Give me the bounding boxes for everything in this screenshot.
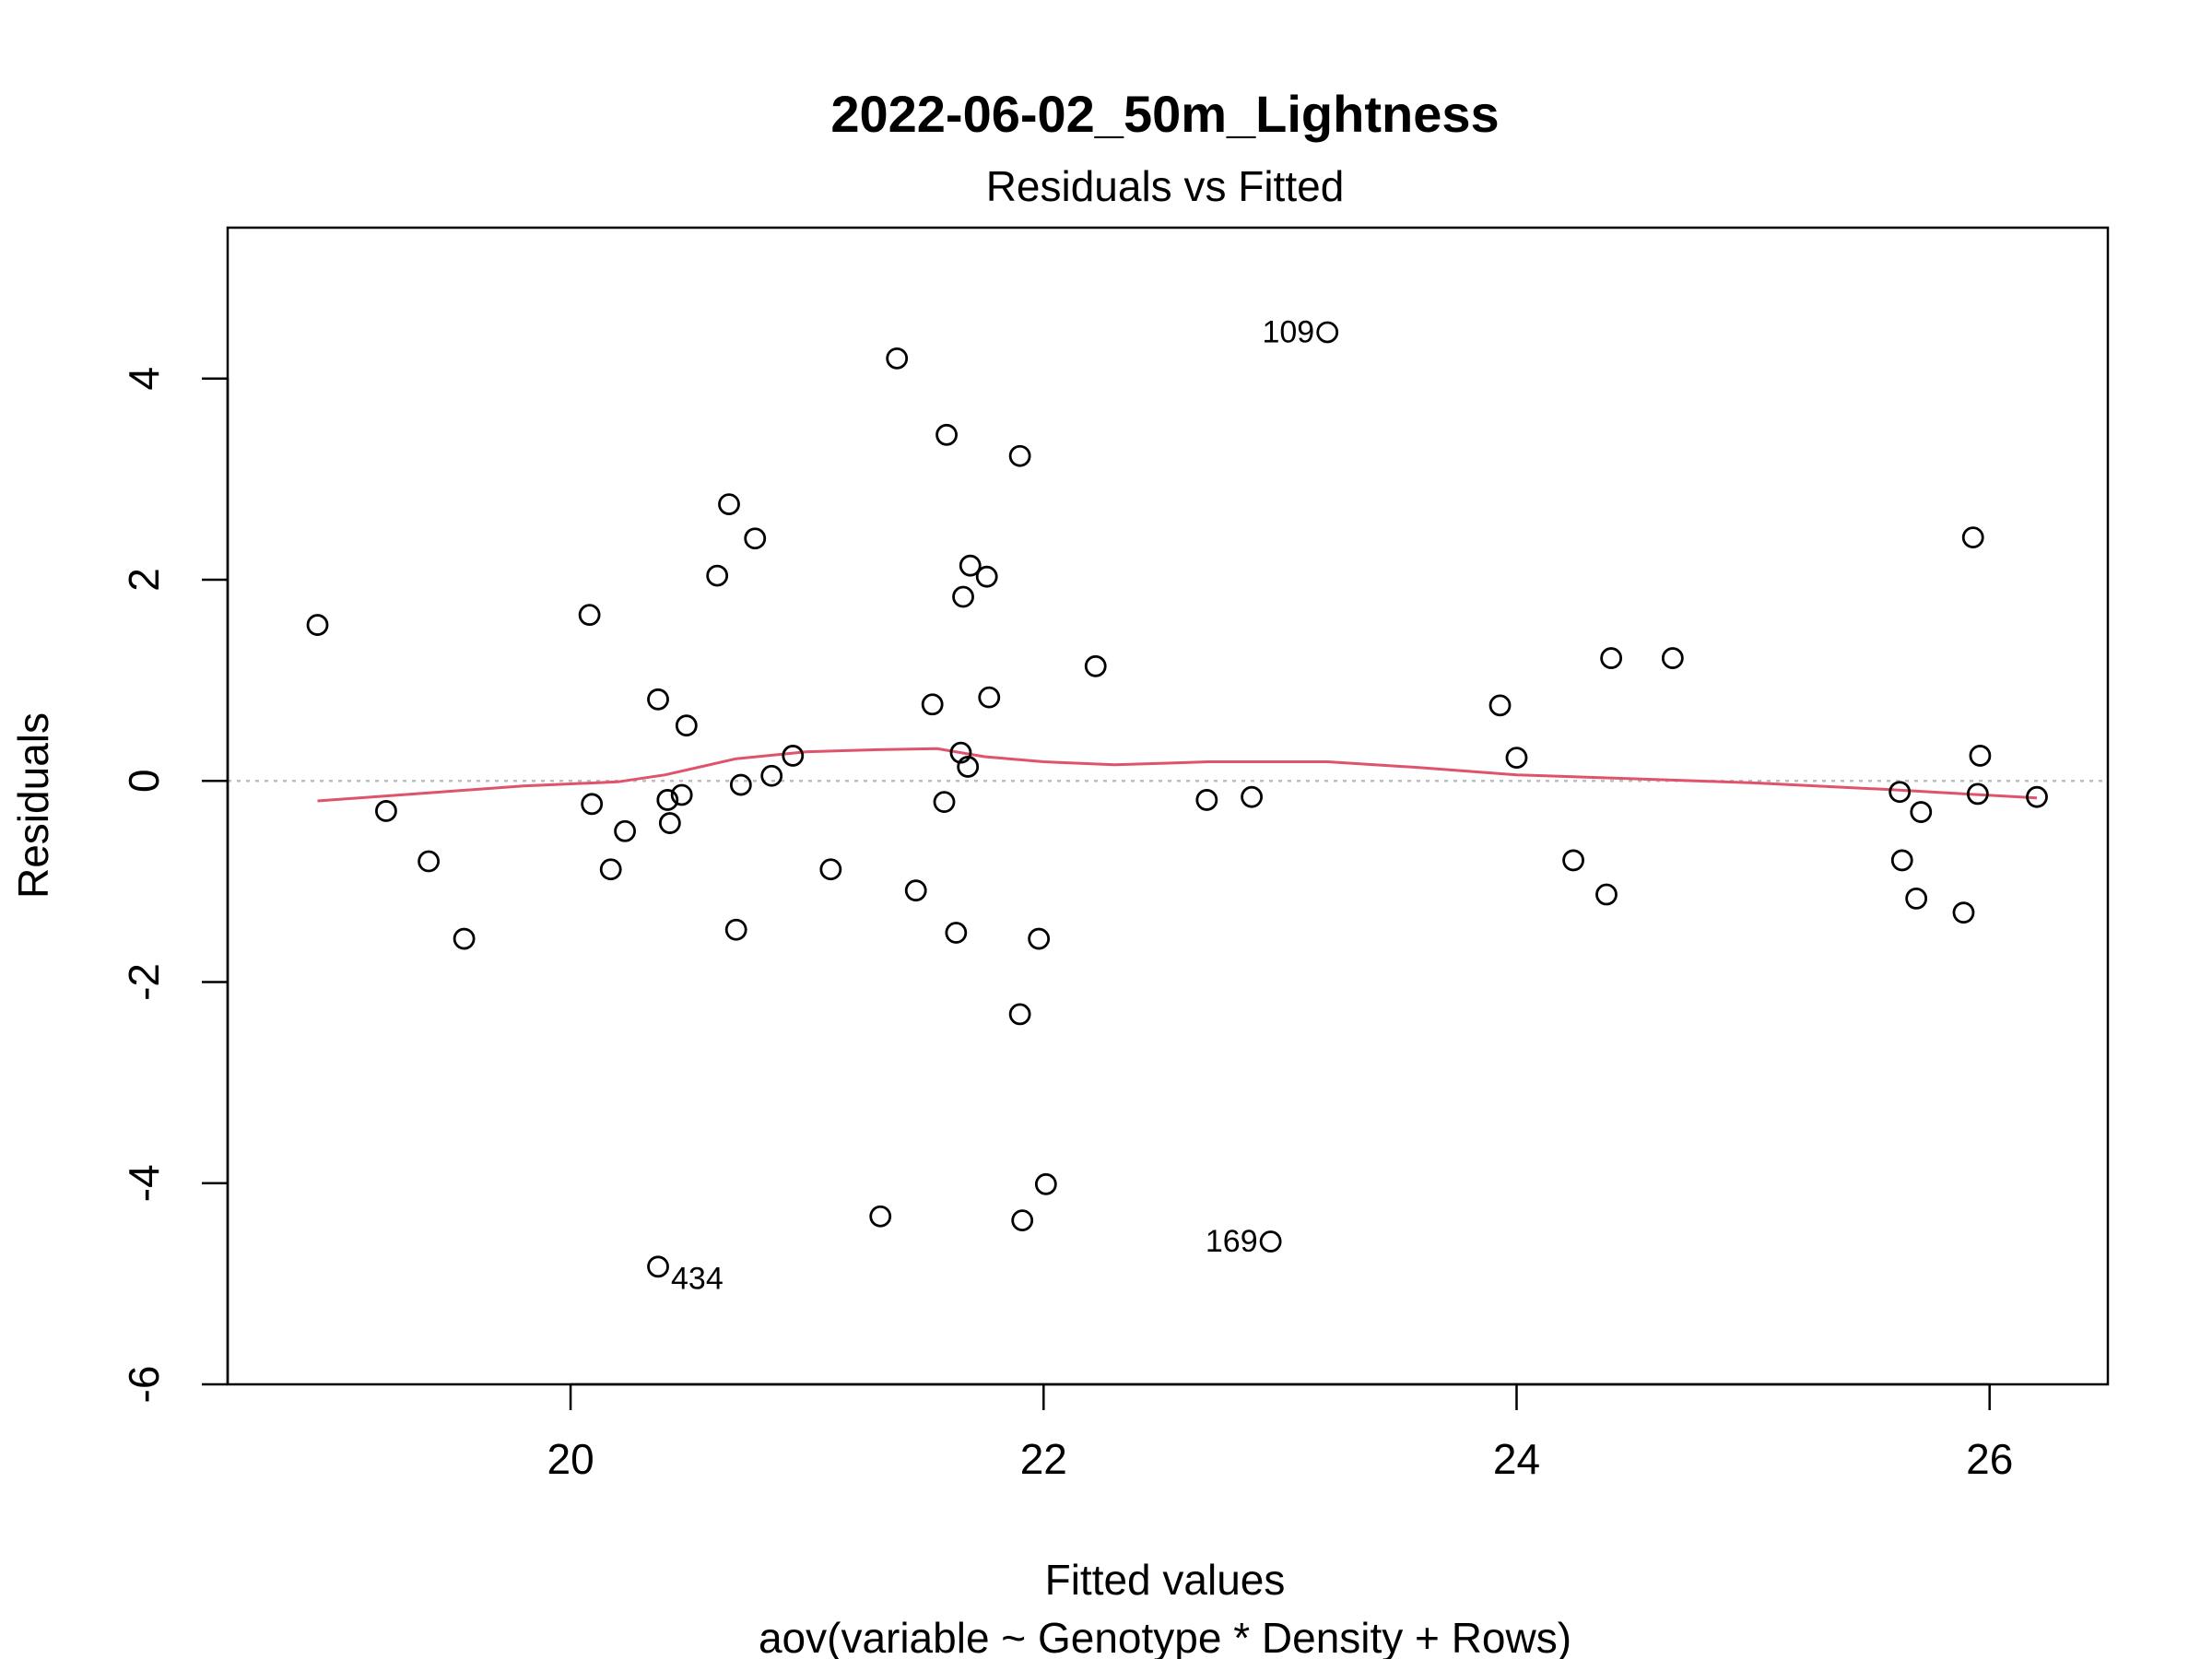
data-point	[945, 922, 968, 944]
data-point	[975, 565, 998, 588]
chart-subtitle: Residuals vs Fitted	[986, 162, 1345, 210]
data-point	[744, 527, 767, 550]
data-point	[869, 1205, 892, 1228]
data-point	[935, 423, 958, 446]
data-point	[599, 858, 622, 881]
data-point	[375, 800, 397, 822]
chart-title: 2022-06-02_50m_Lightness	[830, 85, 1499, 143]
data-point	[921, 693, 944, 716]
data-point	[904, 879, 927, 902]
data-point	[1888, 781, 1912, 804]
data-point	[1562, 849, 1584, 872]
data-point	[782, 745, 805, 767]
data-point	[306, 614, 329, 636]
data-point	[886, 347, 909, 370]
data-point	[656, 789, 679, 811]
data-point	[718, 493, 740, 516]
x-tick-label: 20	[547, 1435, 594, 1483]
y-tick-label: 2	[120, 568, 168, 592]
data-point	[453, 927, 476, 950]
point-label: 109	[1262, 314, 1314, 349]
data-point	[760, 764, 783, 787]
y-axis: -6 -4 -2 0 2 4	[120, 367, 229, 1404]
data-point	[957, 756, 980, 778]
data-point	[1600, 647, 1623, 669]
x-axis: 20 22 24 26	[547, 1382, 2013, 1483]
data-point	[949, 741, 972, 764]
point-label: 169	[1206, 1224, 1258, 1259]
y-tick-label: -4	[120, 1164, 168, 1202]
data-point	[1195, 789, 1218, 811]
data-point	[1011, 1209, 1034, 1232]
data-point	[1316, 321, 1339, 344]
data-point	[1890, 849, 1913, 872]
data-point	[1961, 526, 1984, 549]
data-point	[647, 1255, 669, 1278]
y-tick-label: -2	[120, 963, 168, 1001]
chart-caption: aov(variable ~ Genotype * Density + Rows…	[759, 1614, 1571, 1659]
y-axis-label: Residuals	[9, 712, 57, 899]
data-point	[978, 686, 1001, 709]
points-layer	[306, 321, 2048, 1278]
data-point	[1661, 647, 1684, 669]
data-point	[670, 783, 693, 806]
data-point	[1008, 444, 1031, 467]
data-point	[647, 688, 669, 711]
y-tick-label: 4	[120, 367, 168, 391]
smooth-line	[317, 747, 2038, 803]
data-point	[1905, 888, 1928, 910]
data-point	[1505, 747, 1528, 770]
data-point	[1034, 1172, 1057, 1195]
y-tick-label: -6	[120, 1366, 168, 1404]
data-point	[418, 850, 441, 873]
y-tick-label: 0	[120, 769, 168, 793]
data-point	[1259, 1230, 1282, 1253]
data-point	[1910, 801, 1933, 823]
data-point	[675, 714, 698, 737]
data-point	[1028, 927, 1051, 950]
data-point	[959, 554, 982, 577]
data-point	[819, 858, 842, 881]
data-point	[1084, 654, 1107, 677]
data-point	[952, 585, 974, 608]
data-point	[1595, 883, 1618, 906]
data-point	[1008, 1003, 1031, 1026]
data-point	[729, 773, 752, 796]
point-label: 434	[671, 1261, 724, 1296]
x-tick-label: 22	[1020, 1435, 1067, 1483]
data-point	[2026, 785, 2048, 808]
data-point	[1241, 785, 1263, 808]
data-point	[578, 604, 601, 627]
data-point	[933, 791, 956, 814]
data-point	[658, 812, 681, 834]
point-labels-layer: 434 169 109	[671, 314, 1314, 1296]
data-point	[1966, 782, 1989, 806]
data-point	[581, 793, 604, 816]
smooth-line-layer	[317, 747, 2038, 803]
data-point	[1969, 745, 1992, 767]
data-point	[1488, 694, 1512, 717]
x-tick-label: 24	[1493, 1435, 1540, 1483]
data-point	[724, 918, 747, 941]
x-tick-label: 26	[1966, 1435, 2013, 1483]
data-point	[706, 564, 729, 587]
data-point	[614, 819, 636, 842]
x-axis-label: Fitted values	[1045, 1556, 1286, 1604]
data-point	[1952, 901, 1975, 924]
plot-frame	[226, 226, 2110, 1386]
